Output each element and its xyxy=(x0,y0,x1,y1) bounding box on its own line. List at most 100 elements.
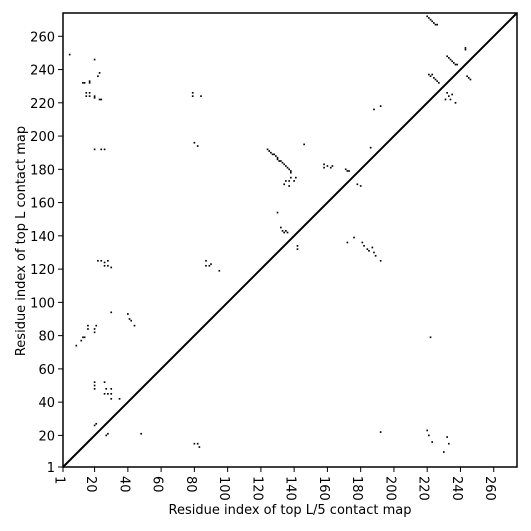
x-axis-label: Residue index of top L/5 contact map xyxy=(169,503,412,518)
contact-point xyxy=(285,180,287,182)
contact-point xyxy=(87,324,89,327)
contact-point xyxy=(82,336,84,339)
contact-point xyxy=(276,156,279,159)
contact-point xyxy=(373,108,375,111)
x-tick-label: 140 xyxy=(283,476,298,501)
contact-point xyxy=(359,185,362,187)
contact-point xyxy=(446,55,448,58)
contact-point xyxy=(431,441,434,443)
contact-point xyxy=(429,18,432,21)
contact-point xyxy=(464,47,467,49)
contact-point xyxy=(293,180,295,182)
contact-point xyxy=(290,171,292,174)
contact-point xyxy=(107,264,109,267)
contact-points xyxy=(68,15,472,453)
y-tick-label: 180 xyxy=(30,163,55,178)
x-tick-label: 120 xyxy=(249,476,264,501)
contact-point xyxy=(276,158,279,161)
contact-point xyxy=(368,249,370,252)
contact-point xyxy=(426,429,429,432)
contact-point xyxy=(271,153,274,156)
contact-point xyxy=(373,251,375,254)
x-tick-label: 180 xyxy=(349,476,364,501)
contact-point xyxy=(93,328,96,330)
y-tick-label: 1 xyxy=(47,461,55,476)
x-tick-label: 20 xyxy=(83,476,98,493)
y-tick-label: 200 xyxy=(30,130,55,145)
contact-point xyxy=(452,62,455,64)
contact-point xyxy=(205,264,207,267)
contact-point xyxy=(348,170,350,172)
contact-point xyxy=(105,388,108,390)
contact-point xyxy=(278,160,281,162)
contact-point xyxy=(283,183,286,186)
contact-point xyxy=(361,241,364,244)
contact-point xyxy=(98,98,101,101)
contact-point xyxy=(273,153,276,156)
y-tick-label: 100 xyxy=(30,296,55,311)
contact-point xyxy=(326,165,329,167)
contact-point xyxy=(200,95,202,97)
x-tick-label: 240 xyxy=(449,476,464,501)
contact-point xyxy=(276,211,279,214)
contact-point xyxy=(379,431,382,433)
contact-point xyxy=(130,319,133,322)
y-tick-label: 60 xyxy=(38,363,55,378)
contact-point xyxy=(68,53,71,56)
contact-point xyxy=(429,336,432,339)
contact-point xyxy=(105,434,108,437)
contact-point xyxy=(290,170,292,172)
contact-point xyxy=(100,98,103,101)
contact-point xyxy=(128,318,131,320)
contact-point xyxy=(449,98,452,101)
contact-point xyxy=(198,446,201,448)
contact-point xyxy=(210,263,212,265)
contact-point xyxy=(469,78,472,81)
contact-point xyxy=(283,231,286,234)
plot-frame xyxy=(62,12,518,468)
contact-point xyxy=(205,259,207,262)
contact-point xyxy=(103,261,106,264)
contact-point xyxy=(285,230,287,232)
contact-point xyxy=(107,392,109,395)
contact-point xyxy=(379,105,382,107)
diagonal-line xyxy=(62,12,518,468)
contact-point xyxy=(374,254,377,257)
contact-point xyxy=(107,432,109,435)
contact-point xyxy=(296,248,299,250)
contact-point xyxy=(442,451,445,453)
contact-point xyxy=(286,231,289,234)
contact-point xyxy=(281,161,284,164)
contact-point xyxy=(280,160,282,162)
x-tick-label: 260 xyxy=(482,476,497,501)
contact-point xyxy=(93,95,96,97)
contact-point xyxy=(103,264,106,267)
contact-point xyxy=(93,96,96,99)
contact-point xyxy=(110,311,113,314)
contact-point xyxy=(193,141,196,144)
contact-point xyxy=(95,422,98,425)
contact-point xyxy=(283,163,286,166)
contact-point xyxy=(426,15,429,18)
contact-point xyxy=(196,145,199,147)
contact-point xyxy=(303,143,305,146)
contact-point xyxy=(363,244,365,247)
contact-point xyxy=(356,183,359,186)
contact-point xyxy=(93,424,96,427)
contact-point xyxy=(331,165,334,167)
contact-point xyxy=(133,324,136,327)
contact-point xyxy=(451,60,453,63)
y-tick-label: 220 xyxy=(30,97,55,112)
contact-point xyxy=(428,73,430,76)
contact-point xyxy=(379,259,382,262)
contact-point xyxy=(433,77,435,79)
axis-ticks: 1 20 40 60 80 100 120 140 160 180 200 220 240 2601204… xyxy=(30,30,497,501)
contact-point xyxy=(82,82,84,84)
contact-point xyxy=(191,91,194,94)
contact-point xyxy=(454,63,457,66)
contact-point xyxy=(97,259,99,262)
contact-point xyxy=(451,93,453,96)
contact-point xyxy=(346,241,349,244)
contact-point xyxy=(100,148,103,151)
